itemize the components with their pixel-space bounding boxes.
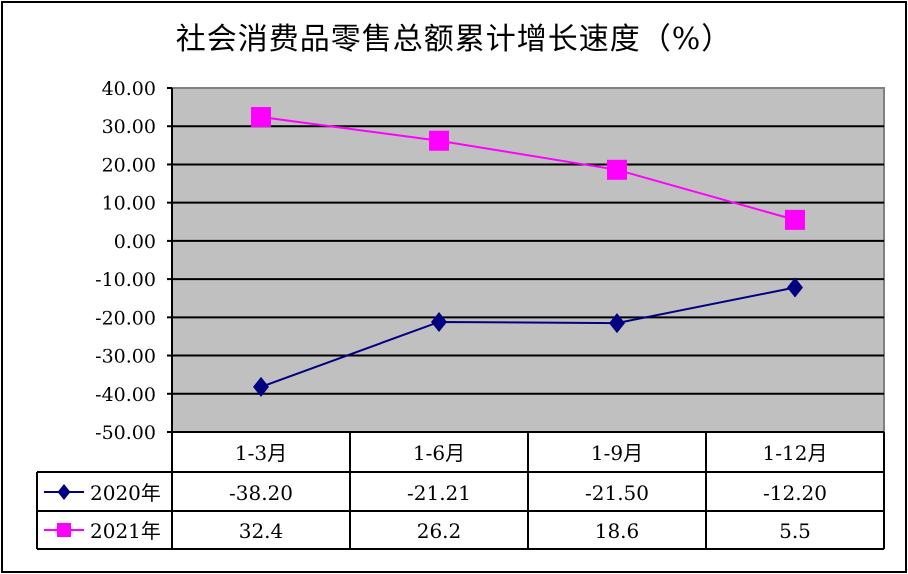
y-tick-label: 40.00 (102, 78, 156, 100)
diamond-marker (787, 277, 803, 298)
y-tick-label: -30.00 (95, 346, 156, 368)
data-cell: -12.20 (763, 481, 827, 505)
data-cell: -21.21 (407, 481, 471, 505)
y-axis: 40.00 30.00 20.00 10.00 0.00 -10.00 -20.00 -30.… (95, 78, 172, 444)
category-label: 1-3月 (235, 441, 287, 465)
y-tick-label: -50.00 (95, 422, 156, 444)
y-tick-label: -20.00 (95, 307, 156, 329)
diamond-marker (609, 313, 625, 334)
plot-area (171, 87, 885, 433)
category-label: 1-9月 (591, 441, 643, 465)
y-tick-label: 20.00 (102, 154, 156, 176)
data-cell: 5.5 (779, 519, 811, 543)
y-tick-label: 30.00 (102, 116, 156, 138)
category-label: 1-6月 (413, 441, 465, 465)
series-line (260, 286, 796, 388)
y-tick-label: 10.00 (102, 193, 156, 215)
data-cell: 18.6 (595, 519, 640, 543)
y-tick-label: -40.00 (95, 384, 156, 406)
series-line (260, 116, 796, 221)
legend-label: 2021年 (90, 519, 161, 543)
chart-title: 社会消费品零售总额累计增长速度（%） (175, 22, 733, 57)
diamond-marker (431, 311, 447, 332)
data-table: 1-3月 1-6月 1-9月 1-12月 2020年 -38.20 -21.21 -21.50… (36, 432, 885, 550)
square-marker (785, 209, 805, 230)
data-cell: 26.2 (417, 519, 462, 543)
data-cell: -21.50 (585, 481, 649, 505)
square-marker (607, 159, 627, 180)
y-tick-label: -10.00 (95, 269, 156, 291)
data-cell: 32.4 (239, 519, 284, 543)
square-marker (251, 107, 271, 128)
data-cell: -38.20 (229, 481, 293, 505)
diamond-marker (57, 484, 71, 500)
diamond-marker (253, 376, 269, 397)
square-marker (57, 523, 71, 537)
square-marker (429, 130, 449, 151)
category-label: 1-12月 (763, 441, 828, 465)
series-layer (251, 107, 805, 397)
legend-label: 2020年 (90, 481, 161, 505)
y-tick-label: 0.00 (114, 231, 156, 253)
